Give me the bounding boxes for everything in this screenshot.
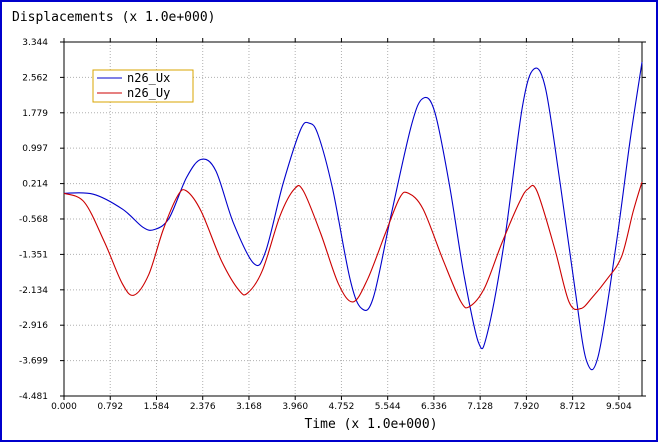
chart-title: Displacements (x 1.0e+000)	[12, 10, 216, 25]
x-tick-label: 7.128	[467, 402, 493, 412]
x-tick-label: 1.584	[144, 402, 170, 412]
y-tick-label: 1.779	[22, 109, 48, 119]
y-tick-label: -1.351	[19, 250, 48, 260]
series-line-n26-uy	[63, 181, 643, 311]
y-tick-label: -4.481	[19, 392, 48, 402]
x-tick-label: 5.544	[375, 402, 401, 412]
y-tick-label: 2.562	[22, 73, 48, 83]
x-tick-label: 0.000	[51, 402, 77, 412]
series-line-n26-ux	[63, 62, 643, 371]
y-tick-label: -2.916	[19, 321, 48, 331]
y-tick-label: -2.134	[19, 286, 48, 296]
x-tick-label: 9.504	[606, 402, 632, 412]
y-tick-labels: 3.344 2.562 1.779 0.997 0.214 -0.568 -1.351 -2.…	[19, 38, 48, 402]
x-tick-labels: 0.000 0.792 1.584 2.376 3.168 3.960 4.752 5.544…	[51, 402, 632, 412]
y-tick-label: 0.214	[22, 180, 48, 190]
axes	[60, 38, 646, 400]
x-tick-label: 3.168	[236, 402, 262, 412]
x-tick-label: 6.336	[421, 402, 447, 412]
y-tick-label: -3.699	[19, 357, 48, 367]
y-tick-label: 3.344	[22, 38, 48, 48]
series-lines	[63, 62, 643, 371]
y-tick-label: -0.568	[19, 215, 48, 225]
x-tick-label: 8.712	[560, 402, 586, 412]
x-tick-label: 7.920	[514, 402, 540, 412]
x-tick-label: 4.752	[329, 402, 355, 412]
legend: n26_Ux n26_Uy	[92, 69, 194, 103]
x-axis-label: Time (x 1.0e+000)	[304, 417, 437, 432]
legend-box	[92, 69, 194, 103]
y-tick-label: 0.997	[22, 144, 48, 154]
x-tick-label: 2.376	[190, 402, 216, 412]
legend-label-n26-uy: n26_Uy	[127, 86, 170, 100]
axes-frame	[63, 41, 643, 397]
x-tick-label: 3.960	[282, 402, 308, 412]
x-tick-label: 0.792	[97, 402, 123, 412]
legend-label-n26-ux: n26_Ux	[127, 71, 170, 85]
